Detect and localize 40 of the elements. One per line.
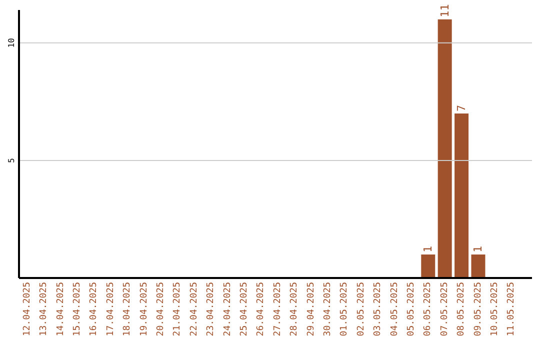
- x-tick-label: 14.04.2025: [56, 282, 66, 336]
- x-tick-label: 15.04.2025: [72, 282, 82, 336]
- x-tick-label: 20.04.2025: [156, 282, 166, 336]
- bar: [454, 113, 469, 278]
- x-tick-label: 05.05.2025: [406, 282, 416, 336]
- x-tick-label: 13.04.2025: [39, 282, 50, 336]
- x-tick-label: 03.05.2025: [373, 282, 384, 336]
- x-tick-label: 09.05.2025: [473, 282, 484, 336]
- x-tick-label: 17.04.2025: [106, 282, 116, 336]
- x-tick-label: 18.04.2025: [122, 282, 133, 336]
- x-tick-label: 28.04.2025: [290, 282, 300, 336]
- y-tick-label: 5: [7, 158, 16, 163]
- x-tick-label: 24.04.2025: [222, 282, 233, 336]
- data-label: 7: [455, 104, 468, 112]
- bar: [471, 254, 486, 278]
- bar: [438, 19, 452, 278]
- data-label: 1: [422, 246, 435, 252]
- x-tick-label: 16.04.2025: [89, 282, 100, 336]
- x-tick-label: 29.04.2025: [306, 282, 316, 336]
- x-tick-label: 08.05.2025: [456, 282, 467, 336]
- x-tick-label: 25.04.2025: [239, 282, 250, 336]
- x-tick-label: 10.05.2025: [490, 282, 500, 336]
- x-tick-label: 27.04.2025: [272, 282, 283, 336]
- x-tick-label: 01.05.2025: [340, 282, 350, 336]
- x-tick-label: 30.04.2025: [322, 282, 333, 336]
- x-tick-label: 19.04.2025: [139, 282, 150, 336]
- x-tick-label: 04.05.2025: [390, 282, 400, 336]
- y-tick-label: 10: [7, 38, 16, 48]
- bar: [421, 254, 436, 278]
- x-tick-label: 06.05.2025: [423, 282, 434, 336]
- x-tick-label: 26.04.2025: [256, 282, 266, 336]
- x-tick-label: 21.04.2025: [172, 282, 183, 336]
- data-label: 1: [472, 246, 485, 252]
- x-tick-label: 22.04.2025: [189, 282, 200, 336]
- x-tick-label: 07.05.2025: [440, 282, 450, 336]
- data-label: 11: [438, 4, 452, 18]
- x-tick-label: 23.04.2025: [206, 282, 216, 336]
- x-tick-label: 02.05.2025: [356, 282, 366, 336]
- x-tick-label: 12.04.2025: [22, 282, 32, 336]
- x-tick-label: 11.05.2025: [506, 282, 517, 336]
